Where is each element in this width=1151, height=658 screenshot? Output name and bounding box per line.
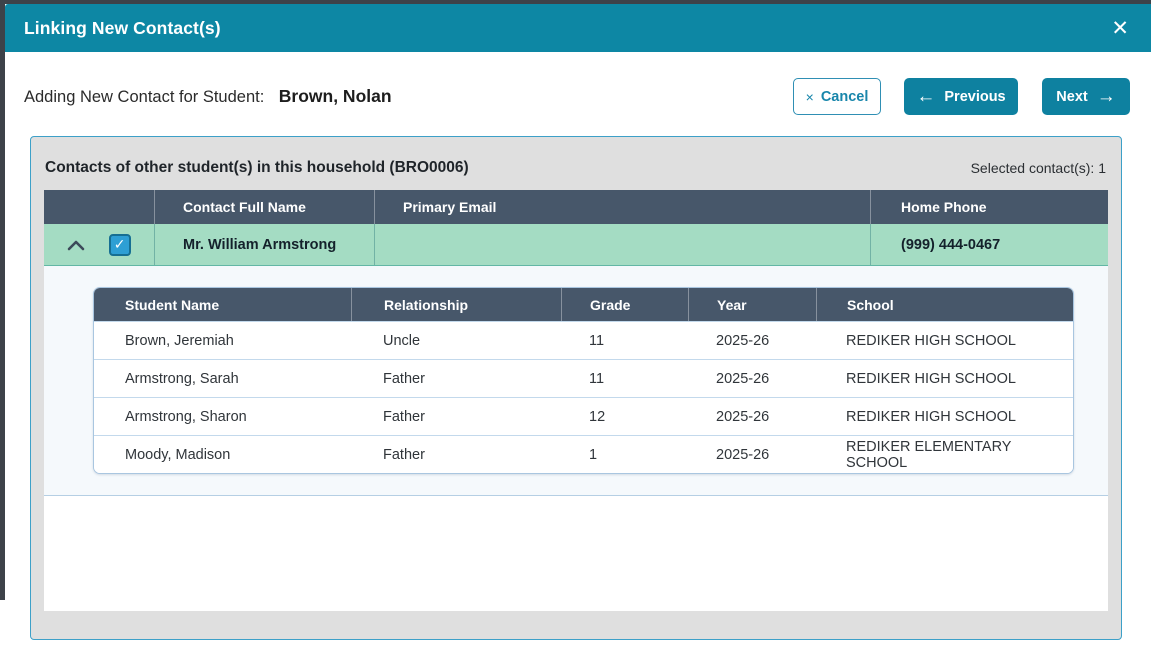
arrow-right-icon: → [1096, 86, 1116, 107]
previous-label: Previous [944, 88, 1006, 105]
year-cell: 2025-26 [716, 446, 770, 463]
close-icon[interactable]: ✕ [1111, 16, 1129, 40]
contact-full-name-header: Contact Full Name [154, 190, 374, 224]
cancel-x-icon: × [805, 88, 814, 105]
modal-header: Linking New Contact(s) ✕ [5, 4, 1151, 52]
relationship-header: Relationship [351, 288, 561, 321]
primary-email-header: Primary Email [374, 190, 870, 224]
window-edge-top [0, 0, 1151, 4]
year-cell: 2025-26 [716, 408, 770, 425]
arrow-left-icon: ← [916, 86, 936, 107]
household-contacts-panel: Contacts of other student(s) in this hou… [30, 136, 1122, 640]
school-header: School [816, 288, 1073, 321]
grade-header: Grade [561, 288, 688, 321]
students-table-header: Student Name Relationship Grade Year Sch… [94, 288, 1073, 321]
contact-checkbox[interactable]: ✓ [108, 233, 131, 256]
checkmark-icon: ✓ [113, 236, 126, 252]
contacts-table: Contact Full Name Primary Email Home Pho… [44, 190, 1108, 611]
grade-cell: 1 [589, 446, 598, 463]
adding-contact-label-group: Adding New Contact for Student: Brown, N… [24, 86, 392, 107]
school-cell: REDIKER HIGH SCHOOL [846, 332, 1016, 349]
wizard-buttons: × Cancel ← Previous Next → [793, 78, 1130, 115]
panel-title: Contacts of other student(s) in this hou… [45, 159, 469, 176]
school-cell: REDIKER HIGH SCHOOL [846, 408, 1016, 425]
contacts-table-header: Contact Full Name Primary Email Home Pho… [44, 190, 1108, 224]
relationship-cell: Father [383, 408, 425, 425]
panel-titlebar: Contacts of other student(s) in this hou… [44, 151, 1108, 190]
school-cell: REDIKER ELEMENTARY SCHOOL [846, 438, 1012, 471]
next-label: Next [1056, 88, 1088, 105]
student-name-cell: Brown, Jeremiah [125, 332, 234, 349]
year-header: Year [688, 288, 816, 321]
student-row: Brown, Jeremiah Uncle 11 2025-26 REDIKER… [94, 321, 1073, 359]
adding-contact-label: Adding New Contact for Student: [24, 88, 265, 106]
selected-contacts-count: Selected contact(s): 1 [970, 160, 1106, 176]
grade-cell: 11 [589, 370, 605, 387]
contact-detail-expanded: Student Name Relationship Grade Year Sch… [44, 266, 1108, 496]
contact-primary-email [374, 224, 870, 265]
student-row: Moody, Madison Father 1 2025-26 REDIKER … [94, 435, 1073, 473]
year-cell: 2025-26 [716, 332, 770, 349]
grade-cell: 11 [589, 332, 605, 349]
year-cell: 2025-26 [716, 370, 770, 387]
school-cell: REDIKER HIGH SCHOOL [846, 370, 1016, 387]
previous-button[interactable]: ← Previous [904, 78, 1018, 115]
relationship-cell: Uncle [383, 332, 421, 349]
expand-column-header [44, 190, 154, 224]
students-table: Student Name Relationship Grade Year Sch… [93, 287, 1074, 474]
cancel-button[interactable]: × Cancel [793, 78, 881, 115]
relationship-cell: Father [383, 370, 425, 387]
next-button[interactable]: Next → [1042, 78, 1130, 115]
home-phone-header: Home Phone [870, 190, 1108, 224]
window-edge-left [0, 0, 5, 600]
student-name-cell: Armstrong, Sharon [125, 408, 247, 425]
cancel-label: Cancel [820, 88, 869, 105]
relationship-cell: Father [383, 446, 425, 463]
contacts-table-empty-area [44, 496, 1108, 611]
grade-cell: 12 [589, 408, 606, 425]
student-row: Armstrong, Sharon Father 12 2025-26 REDI… [94, 397, 1073, 435]
modal-title: Linking New Contact(s) [24, 17, 221, 38]
student-name-cell: Armstrong, Sarah [125, 370, 239, 387]
student-row: Armstrong, Sarah Father 11 2025-26 REDIK… [94, 359, 1073, 397]
collapse-chevron-icon[interactable] [67, 239, 85, 251]
contact-row-controls: ✓ [44, 224, 154, 265]
linking-contacts-modal: Linking New Contact(s) ✕ Adding New Cont… [5, 4, 1151, 658]
student-name: Brown, Nolan [278, 86, 392, 106]
contact-home-phone: (999) 444-0467 [870, 224, 1108, 265]
contact-full-name: Mr. William Armstrong [154, 224, 374, 265]
student-name-header: Student Name [125, 296, 220, 313]
contact-row-selected[interactable]: ✓ Mr. William Armstrong (999) 444-0467 [44, 224, 1108, 266]
student-name-cell: Moody, Madison [125, 446, 231, 463]
action-bar: Adding New Contact for Student: Brown, N… [5, 52, 1151, 115]
